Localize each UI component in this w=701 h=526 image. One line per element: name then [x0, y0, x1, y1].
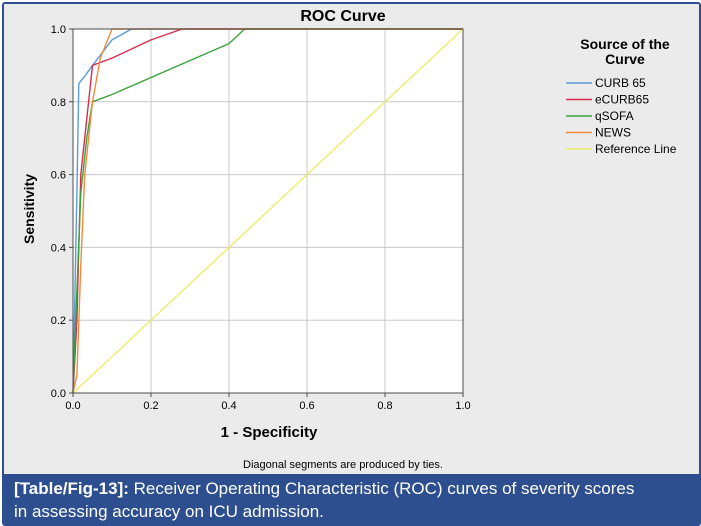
x-tick-label: 0.6: [299, 400, 314, 412]
x-axis-label: 1 - Specificity: [221, 424, 318, 441]
y-tick-label: 0.6: [51, 170, 66, 182]
y-tick-label: 0.8: [51, 97, 66, 109]
legend-label-reference-line: Reference Line: [595, 142, 677, 156]
x-tick-label: 0.2: [143, 400, 158, 412]
legend-title-line1: Source of the: [580, 36, 670, 52]
roc-chart: ROC Curve Sensitivity 1 - Specificity Di…: [21, 8, 677, 471]
x-tick-label: 0.0: [65, 400, 80, 412]
caption-line-2: in assessing accuracy on ICU admission.: [14, 502, 324, 521]
x-tick-label: 0.4: [221, 400, 236, 412]
y-tick-label: 0.2: [51, 315, 66, 327]
series-line-ecurb65: [72, 28, 463, 394]
plot-frame: [72, 28, 464, 394]
caption-text: Receiver Operating Characteristic (ROC) …: [133, 479, 635, 498]
y-tick-label: 1.0: [51, 24, 66, 36]
ties-note: Diagonal segments are produced by ties.: [243, 459, 443, 471]
series-line-news: [72, 28, 463, 394]
chart-area: ROC Curve Sensitivity 1 - Specificity Di…: [4, 4, 699, 474]
legend-label-qsofa: qSOFA: [595, 109, 634, 123]
series-line-reference-line: [72, 28, 464, 394]
series-line-curb-65: [72, 28, 463, 394]
y-tick-label: 0.0: [51, 388, 66, 400]
caption-line-1: [Table/Fig-13]: Receiver Operating Chara…: [14, 477, 699, 500]
y-axis-label: Sensitivity: [21, 174, 37, 244]
legend-label-ecurb65: eCURB65: [595, 93, 649, 107]
x-tick-label: 0.8: [377, 400, 392, 412]
figure-caption: [Table/Fig-13]: Receiver Operating Chara…: [4, 474, 699, 524]
caption-label: [Table/Fig-13]:: [14, 479, 129, 498]
x-tick-label: 1.0: [455, 400, 470, 412]
series-line-qsofa: [72, 28, 463, 394]
legend-label-news: NEWS: [595, 126, 631, 140]
y-tick-label: 0.4: [51, 242, 66, 254]
legend-label-curb-65: CURB 65: [595, 76, 646, 90]
legend-title-line2: Curve: [605, 51, 645, 67]
chart-title: ROC Curve: [300, 8, 385, 25]
